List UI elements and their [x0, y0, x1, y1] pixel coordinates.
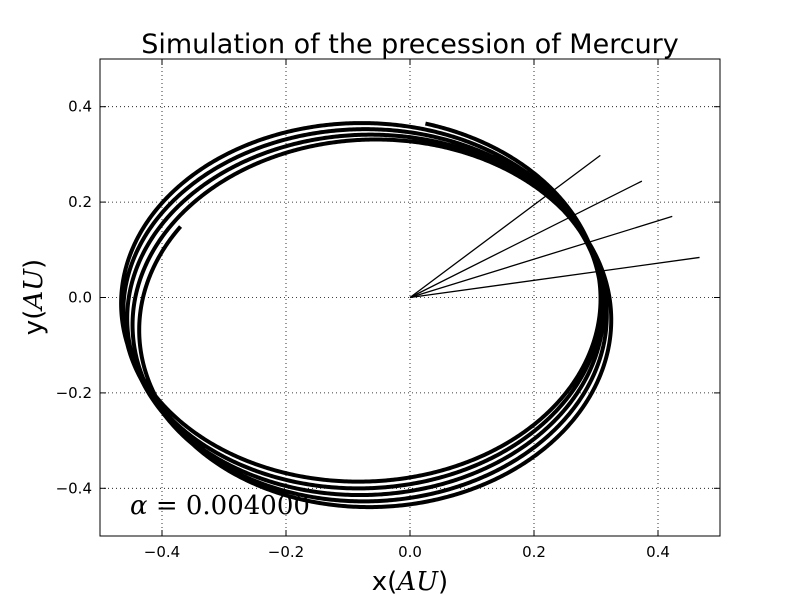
grid	[100, 59, 720, 536]
y-tick-label: −0.4	[56, 479, 92, 497]
alpha-symbol: α	[130, 491, 148, 521]
perihelion-ray	[409, 256, 700, 299]
axis-ticks: −0.4 −0.2 0.0 0.2 0.4 −0.4 −0.2 0.0 0.2 0.4	[56, 59, 720, 561]
perihelion-ray	[409, 180, 643, 299]
alpha-annotation: α = 0.004000	[130, 491, 310, 521]
x-tick-label: 0.0	[398, 543, 422, 561]
x-axis-label-unit: AU	[395, 567, 439, 596]
orbit-path	[119, 121, 614, 510]
y-axis-label: y(AU)	[19, 259, 49, 335]
x-axis-label-prefix: x(	[372, 567, 398, 596]
x-tick-label: −0.2	[268, 543, 304, 561]
chart-title: Simulation of the precession of Mercury	[141, 29, 679, 60]
perihelion-ray	[409, 215, 673, 299]
x-tick-label: −0.4	[144, 543, 180, 561]
x-tick-label: 0.2	[522, 543, 546, 561]
x-axis-label-suffix: )	[438, 567, 448, 596]
x-axis-label: x(AU)	[372, 567, 448, 596]
alpha-value: = 0.004000	[148, 491, 310, 521]
perihelion-rays	[409, 154, 700, 299]
plot-area: −0.4 −0.2 0.0 0.2 0.4 −0.4 −0.2 0.0 0.2 0.4	[56, 58, 721, 561]
x-tick-label: 0.4	[646, 543, 670, 561]
perihelion-ray	[409, 154, 601, 299]
y-tick-label: −0.2	[56, 384, 92, 402]
orbit-trace	[119, 121, 614, 510]
y-tick-label: 0.4	[68, 98, 92, 116]
y-tick-label: 0.2	[68, 193, 92, 211]
y-axis-label-prefix: y(	[19, 310, 49, 336]
y-tick-label: 0.0	[68, 289, 92, 307]
y-axis-label-suffix: )	[19, 259, 49, 269]
y-axis-label-unit: AU	[19, 268, 49, 312]
